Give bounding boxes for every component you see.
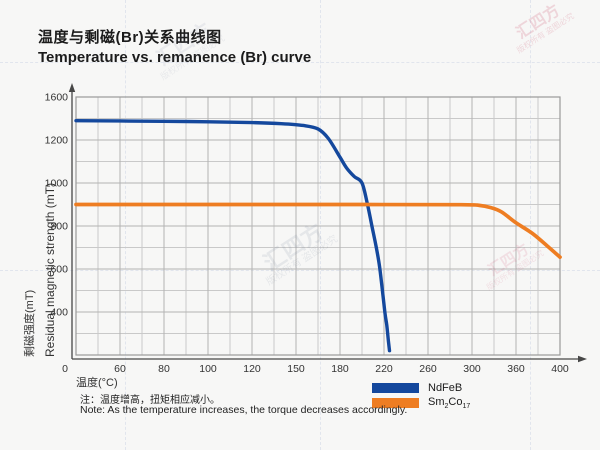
y-axis-title-en: Residual magnetic strength (mT) — [43, 182, 57, 357]
background-dashed-guide — [125, 0, 126, 450]
x-tick-label: 120 — [243, 363, 261, 375]
series-line-ndfeb — [74, 118, 392, 353]
legend-label-part: NdFeB — [428, 382, 463, 394]
legend-label-part: Co — [448, 395, 463, 408]
y-axis-arrow — [68, 83, 76, 92]
y-tick-label: 800 — [50, 221, 68, 233]
legend-label-ndfeb: NdFeB — [428, 382, 462, 394]
x-tick-label: 60 — [114, 363, 126, 375]
x-tick-label: 150 — [287, 363, 305, 375]
y-tick-label: 400 — [50, 307, 68, 319]
plot-border — [75, 96, 561, 356]
background-dashed-guide — [530, 0, 531, 450]
x-axis-arrow — [578, 355, 587, 363]
x-axis-title: 温度(°C) — [76, 377, 118, 389]
series-line-sm2co17 — [74, 202, 562, 260]
legend: NdFeB Sm2Co17 — [372, 381, 572, 411]
x-tick-label: 400 — [551, 363, 569, 375]
legend-swatch-ndfeb — [372, 383, 419, 393]
background-dashed-guide — [0, 270, 600, 271]
x-tick-label: 300 — [463, 363, 481, 375]
legend-item-sm2co17: Sm2Co17 — [372, 396, 572, 410]
legend-label-sm2co17: Sm2Co17 — [428, 396, 470, 410]
y-tick-label: 1000 — [45, 178, 69, 190]
background-dashed-guide — [320, 0, 321, 450]
x-tick-label: 260 — [419, 363, 437, 375]
y-tick-label: 600 — [50, 264, 68, 276]
page-title-zh: 温度与剩磁(Br)关系曲线图 — [38, 29, 222, 46]
legend-swatch-sm2co17 — [372, 398, 419, 408]
x-tick-label: 180 — [331, 363, 349, 375]
x-tick-label: 80 — [158, 363, 170, 375]
x-tick-label: 220 — [375, 363, 393, 375]
legend-label-part: 17 — [462, 403, 471, 411]
y-tick-label: 1600 — [45, 92, 69, 104]
legend-label-part: 2 — [444, 403, 449, 411]
legend-item-ndfeb: NdFeB — [372, 381, 572, 395]
x-tick-label: 0 — [62, 363, 68, 375]
background-dashed-guide — [0, 62, 600, 63]
note-en: Note: As the temperature increases, the … — [80, 404, 408, 416]
note-zh: 注：温度增高，扭矩相应减小。 — [80, 395, 220, 406]
y-axis-title-zh: 剩磁强度(mT) — [24, 289, 36, 357]
x-tick-label: 360 — [507, 363, 525, 375]
x-tick-label: 100 — [199, 363, 217, 375]
page-title-en: Temperature vs. remanence (Br) curve — [38, 49, 312, 66]
legend-label-part: Sm — [428, 395, 445, 408]
y-tick-label: 1200 — [45, 135, 69, 147]
